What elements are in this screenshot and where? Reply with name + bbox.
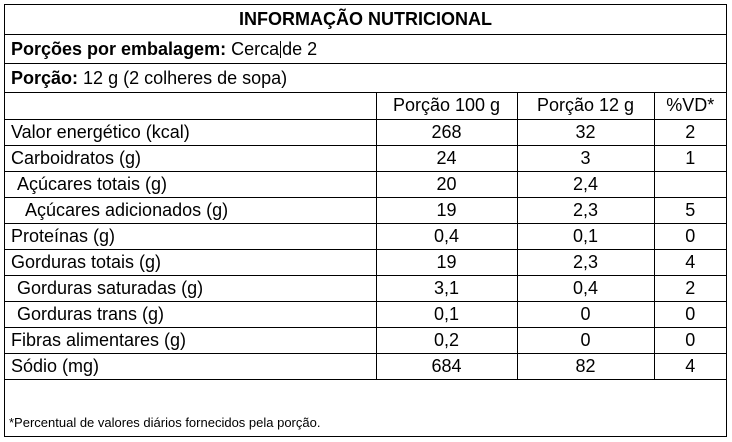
nutrient-name: Proteínas (g) [5, 222, 377, 250]
daily-value [653, 170, 726, 198]
value-12g: 0 [516, 300, 655, 328]
value-100g: 20 [375, 170, 518, 198]
nutrient-name: Gorduras trans (g) [5, 300, 377, 328]
table-row: Fibras alimentares (g) 0,2 0 0 [5, 326, 726, 354]
value-12g: 0,1 [516, 222, 655, 250]
nutrient-name: Sódio (mg) [5, 352, 377, 380]
nutrient-name: Açúcares adicionados (g) [5, 196, 377, 224]
value-12g: 0,4 [516, 274, 655, 302]
panel-title: INFORMAÇÃO NUTRICIONAL [5, 5, 726, 35]
daily-value: 0 [653, 222, 726, 250]
table-header-row: Porção 100 g Porção 12 g %VD* [5, 93, 726, 120]
table-row: Açúcares totais (g) 20 2,4 [5, 170, 726, 198]
portion-row: Porção: 12 g (2 colheres de sopa) [5, 64, 726, 93]
daily-value: 4 [653, 352, 726, 380]
value-100g: 0,1 [375, 300, 518, 328]
nutrient-name: Gorduras totais (g) [5, 248, 377, 276]
value-100g: 684 [375, 352, 518, 380]
table-row: Proteínas (g) 0,4 0,1 0 [5, 222, 726, 250]
column-header: Porção 12 g [516, 93, 655, 120]
nutrient-name: Fibras alimentares (g) [5, 326, 377, 354]
value-12g: 0 [516, 326, 655, 354]
value-12g: 3 [516, 144, 655, 172]
table-row: Sódio (mg) 684 82 4 [5, 352, 726, 380]
daily-value: 0 [653, 300, 726, 328]
value-100g: 3,1 [375, 274, 518, 302]
value-12g: 82 [516, 352, 655, 380]
portion-label: Porção: [11, 68, 79, 88]
value-100g: 19 [375, 196, 518, 224]
value-12g: 32 [516, 118, 655, 146]
table-row: Açúcares adicionados (g) 19 2,3 5 [5, 196, 726, 224]
value-12g: 2,3 [516, 196, 655, 224]
text-cursor [280, 41, 282, 58]
portion-value: 12 g (2 colheres de sopa) [83, 68, 288, 88]
nutrient-name: Carboidratos (g) [5, 144, 377, 172]
value-100g: 0,4 [375, 222, 518, 250]
daily-value: 0 [653, 326, 726, 354]
table-row: Gorduras saturadas (g) 3,1 0,4 2 [5, 274, 726, 302]
value-12g: 2,3 [516, 248, 655, 276]
portions-per-package-value[interactable]: Cerca de 2 [231, 39, 318, 59]
value-100g: 19 [375, 248, 518, 276]
nutrient-name: Valor energético (kcal) [5, 118, 377, 146]
value-12g: 2,4 [516, 170, 655, 198]
nutrient-name: Gorduras saturadas (g) [5, 274, 377, 302]
table-row: Carboidratos (g) 24 3 1 [5, 144, 726, 172]
value-100g: 268 [375, 118, 518, 146]
nutrition-table: Porção 100 g Porção 12 g %VD* Valor ener… [5, 93, 726, 380]
daily-value: 2 [653, 118, 726, 146]
daily-value: 4 [653, 248, 726, 276]
nutrition-facts-panel: INFORMAÇÃO NUTRICIONAL Porções por embal… [4, 4, 727, 437]
value-100g: 0,2 [375, 326, 518, 354]
value-100g: 24 [375, 144, 518, 172]
table-row: Valor energético (kcal) 268 32 2 [5, 118, 726, 146]
footnote: *Percentual de valores diários fornecido… [9, 415, 321, 430]
daily-value: 1 [653, 144, 726, 172]
column-header: Porção 100 g [375, 93, 518, 120]
table-row: Gorduras trans (g) 0,1 0 0 [5, 300, 726, 328]
header-blank-cell [5, 93, 377, 120]
nutrient-name: Açúcares totais (g) [5, 170, 377, 198]
table-row: Gorduras totais (g) 19 2,3 4 [5, 248, 726, 276]
portions-per-package-row: Porções por embalagem: Cerca de 2 [5, 35, 726, 64]
portions-per-package-label: Porções por embalagem: [11, 39, 227, 59]
daily-value: 5 [653, 196, 726, 224]
column-header: %VD* [653, 93, 726, 120]
daily-value: 2 [653, 274, 726, 302]
